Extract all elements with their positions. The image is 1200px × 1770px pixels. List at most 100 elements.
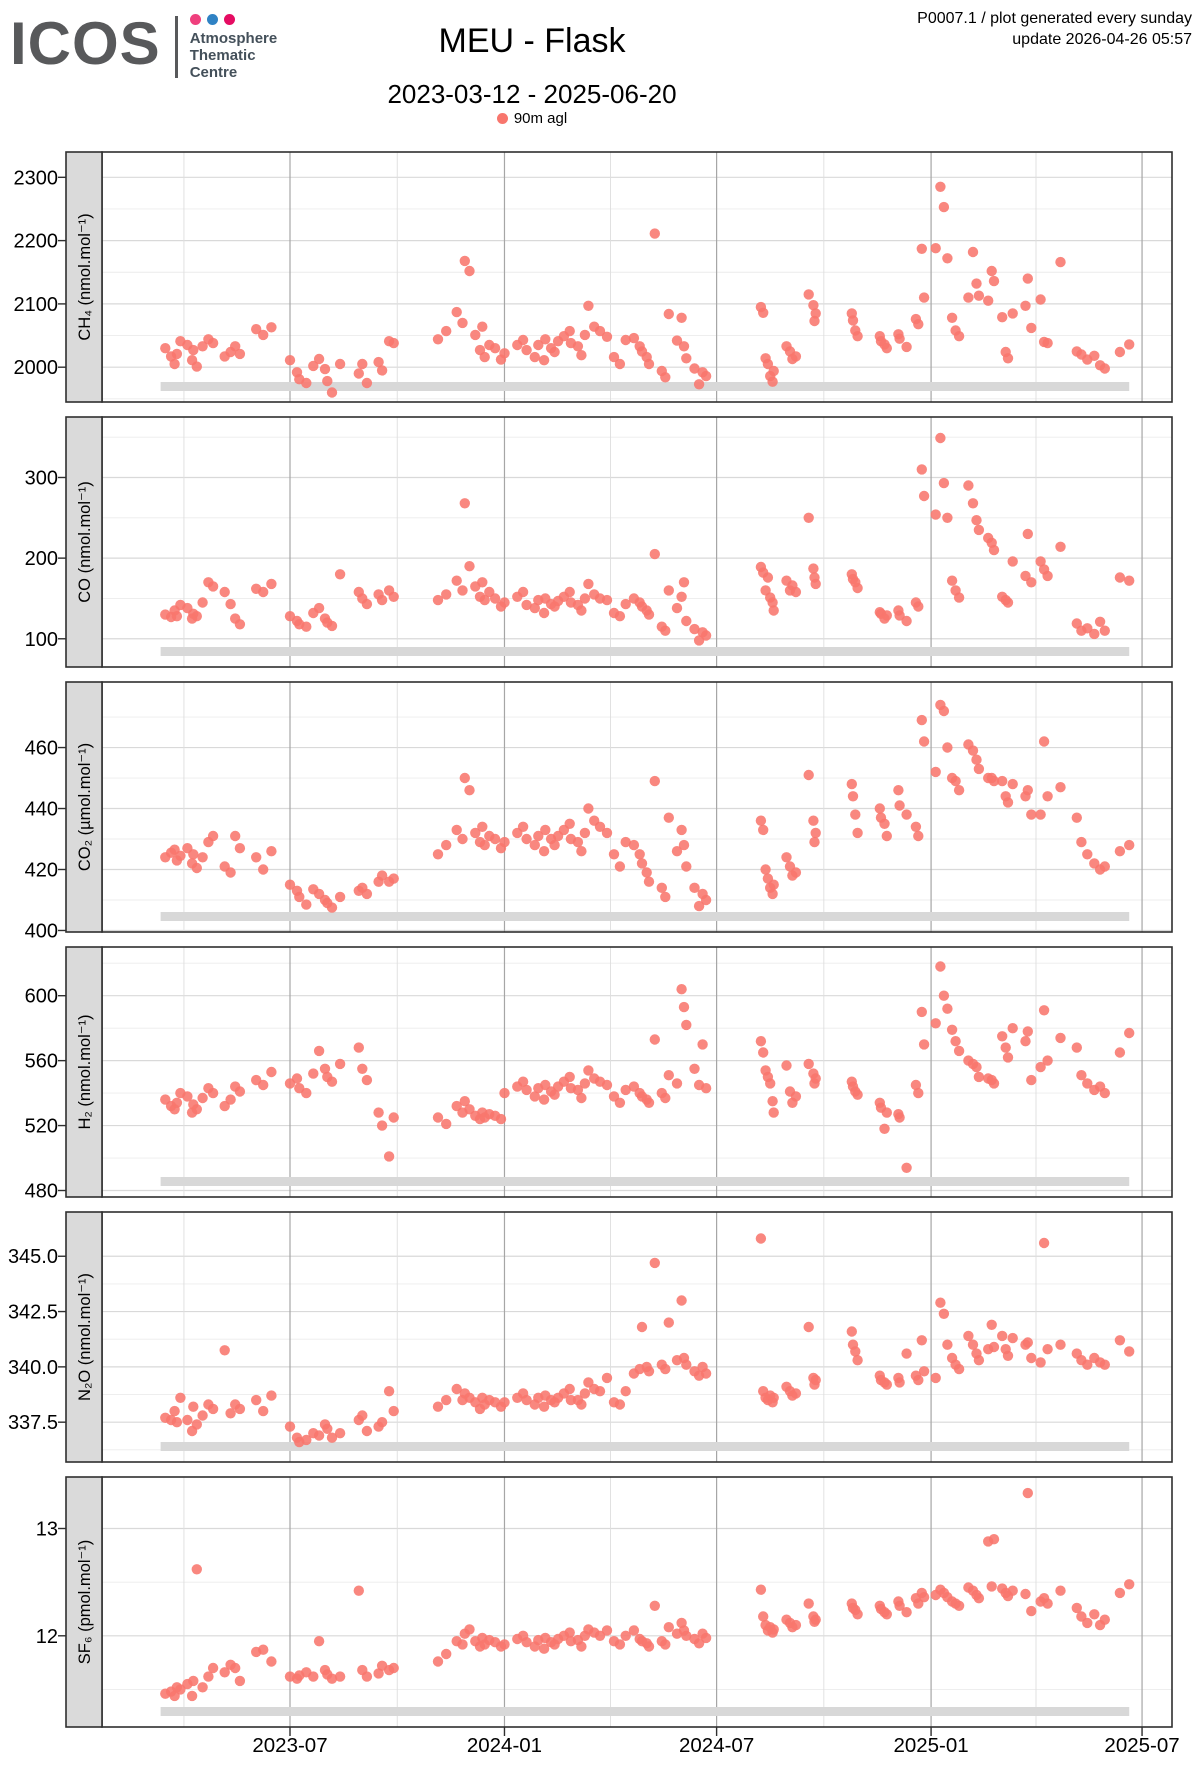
data-point bbox=[1026, 577, 1037, 588]
data-point bbox=[284, 1421, 296, 1432]
data-point bbox=[160, 343, 171, 354]
data-point bbox=[1114, 846, 1126, 857]
x-tick-label: 2025-01 bbox=[893, 1734, 968, 1757]
data-point bbox=[432, 1401, 444, 1412]
data-point bbox=[191, 1419, 202, 1430]
data-point bbox=[326, 620, 338, 632]
data-point bbox=[171, 611, 183, 622]
data-point bbox=[230, 830, 241, 842]
data-point bbox=[583, 1065, 594, 1076]
data-point bbox=[361, 377, 373, 389]
data-point bbox=[301, 1087, 312, 1099]
data-point bbox=[266, 578, 277, 590]
data-point bbox=[576, 1399, 587, 1410]
data-point bbox=[313, 353, 325, 365]
data-point bbox=[614, 1639, 626, 1650]
data-point bbox=[388, 1405, 399, 1417]
data-point bbox=[521, 1637, 532, 1648]
data-point bbox=[308, 360, 319, 372]
data-point bbox=[576, 605, 587, 616]
data-point bbox=[197, 1682, 208, 1693]
data-point bbox=[594, 821, 606, 832]
data-point bbox=[353, 1585, 364, 1596]
data-point bbox=[1026, 1605, 1037, 1617]
data-point bbox=[894, 333, 905, 344]
data-point bbox=[967, 1339, 979, 1350]
data-point bbox=[660, 1363, 671, 1375]
data-point bbox=[918, 292, 930, 303]
title-block: MEU - Flask 2023-03-12 - 2025-06-20 bbox=[292, 0, 772, 110]
panel-label-n2o: N₂O (nmol.mol⁻¹) bbox=[76, 1273, 94, 1401]
data-point bbox=[1026, 1352, 1037, 1364]
data-point bbox=[457, 585, 468, 596]
data-point bbox=[1124, 1027, 1135, 1039]
data-point bbox=[376, 1120, 388, 1131]
data-point bbox=[1114, 346, 1126, 358]
data-point bbox=[334, 1058, 346, 1070]
data-point bbox=[697, 1039, 708, 1050]
panel-label-co: CO (nmol.mol⁻¹) bbox=[76, 481, 94, 602]
data-point bbox=[681, 1019, 692, 1031]
data-point bbox=[1042, 570, 1053, 582]
data-point bbox=[676, 1295, 687, 1306]
data-point bbox=[1071, 812, 1083, 823]
data-point bbox=[203, 1671, 214, 1682]
data-point bbox=[894, 1112, 905, 1123]
data-point bbox=[1042, 1055, 1053, 1066]
data-point bbox=[1124, 1579, 1135, 1590]
data-point bbox=[614, 358, 626, 370]
data-point bbox=[689, 1063, 700, 1075]
data-point bbox=[197, 597, 208, 608]
data-point bbox=[790, 867, 802, 878]
data-point bbox=[357, 1063, 368, 1075]
panel-co2: CO₂ (µmol.mol⁻¹) 460 440 420 400 bbox=[25, 681, 1173, 942]
data-point bbox=[986, 1319, 997, 1331]
data-point bbox=[197, 1092, 208, 1104]
data-point bbox=[913, 1374, 924, 1386]
x-tick-label: 2023-07 bbox=[252, 1734, 327, 1757]
data-point bbox=[284, 355, 296, 366]
data-point bbox=[376, 870, 388, 881]
data-point bbox=[549, 346, 560, 358]
data-point bbox=[191, 361, 202, 372]
data-point bbox=[334, 891, 346, 903]
data-point bbox=[997, 1031, 1008, 1042]
data-point bbox=[803, 1058, 814, 1070]
y-tick-label: 600 bbox=[25, 986, 58, 1008]
logo-dot-pink-icon bbox=[189, 14, 201, 25]
data-point bbox=[1114, 572, 1126, 583]
data-point bbox=[1055, 1032, 1066, 1044]
data-point bbox=[1007, 778, 1018, 790]
data-point bbox=[601, 1372, 613, 1384]
data-point bbox=[479, 351, 490, 363]
data-point bbox=[689, 882, 700, 893]
data-point bbox=[755, 1584, 767, 1595]
data-point bbox=[319, 363, 331, 375]
data-point bbox=[810, 827, 821, 839]
legend-label: 90m agl bbox=[513, 110, 568, 127]
data-point bbox=[663, 1622, 674, 1633]
date-range-subtitle: 2023-03-12 - 2025-06-20 bbox=[387, 79, 677, 109]
data-point bbox=[441, 1648, 452, 1660]
data-point bbox=[852, 331, 863, 342]
y-tick-label: 520 bbox=[25, 1116, 58, 1138]
availability-bar bbox=[160, 1707, 1130, 1716]
data-point bbox=[564, 1627, 575, 1638]
data-point bbox=[564, 325, 575, 337]
data-point bbox=[768, 1107, 779, 1118]
data-point bbox=[973, 524, 985, 536]
data-point bbox=[457, 1639, 468, 1650]
data-point bbox=[594, 325, 606, 337]
data-point bbox=[1099, 625, 1111, 636]
data-point bbox=[760, 864, 771, 875]
data-point bbox=[781, 1060, 792, 1071]
data-point bbox=[1035, 556, 1046, 567]
panel-sf6: SF₆ (pmol.mol⁻¹) 13 12 2023-07 2024-01 2024-0… bbox=[36, 1476, 1180, 1757]
data-point bbox=[983, 295, 994, 306]
data-point bbox=[388, 1112, 399, 1123]
panel-label-sf6: SF₆ (pmol.mol⁻¹) bbox=[76, 1540, 94, 1664]
data-point bbox=[579, 329, 591, 341]
data-point bbox=[489, 343, 501, 354]
y-tick-label: 560 bbox=[25, 1051, 58, 1073]
data-point bbox=[620, 1630, 631, 1642]
